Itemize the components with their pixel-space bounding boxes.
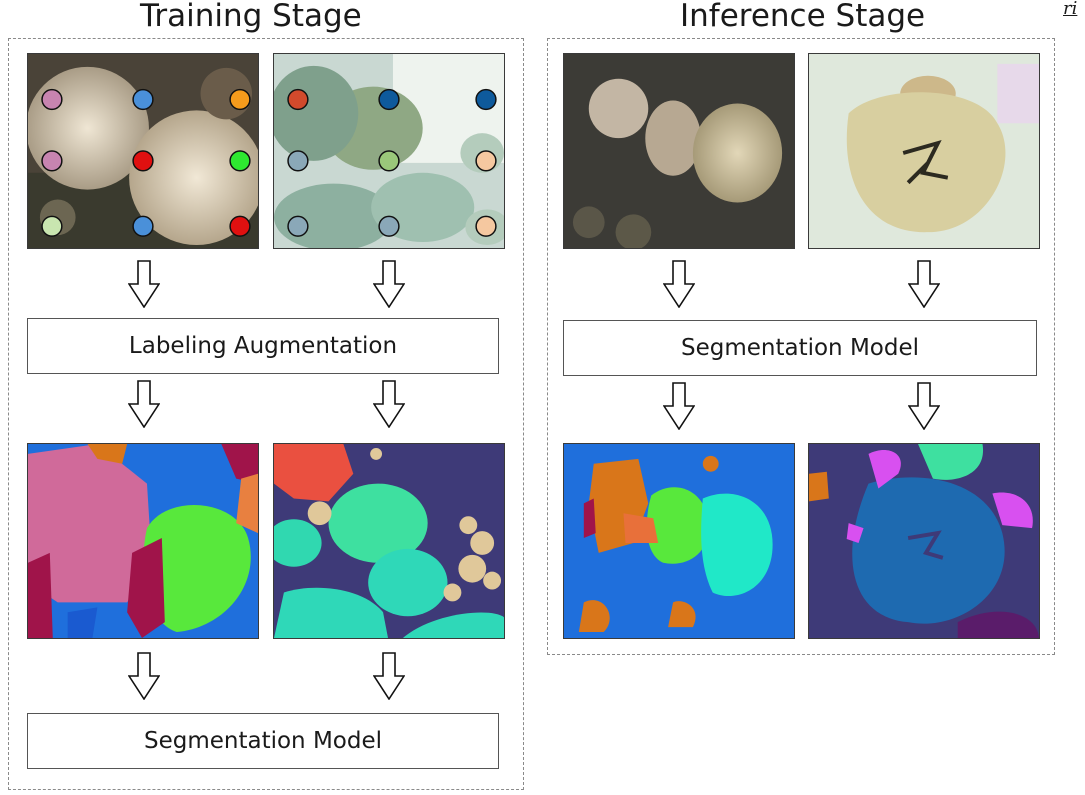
cropped-edge-text: ri (1063, 0, 1078, 19)
training-photo-2 (273, 53, 505, 249)
point-label-dot (287, 150, 309, 172)
point-label-dot (378, 215, 400, 237)
inference-mask-1 (563, 443, 795, 639)
inference-photo-1 (563, 53, 795, 249)
down-arrow-icon (663, 260, 695, 308)
labeling-augmentation-box: Labeling Augmentation (27, 318, 499, 374)
point-label-dot (41, 215, 63, 237)
down-arrow-icon (128, 652, 160, 700)
point-label-dot (229, 88, 251, 111)
point-label-dot (41, 88, 63, 111)
training-mask-2 (273, 443, 505, 639)
point-label-dot (475, 150, 497, 172)
training-segmentation-model-box: Segmentation Model (27, 713, 499, 769)
point-label-dot (287, 215, 309, 237)
inference-stage-frame (547, 38, 1055, 655)
down-arrow-icon (128, 380, 160, 428)
training-stage-title: Training Stage (140, 0, 362, 34)
point-label-dot (132, 215, 154, 237)
training-mask-1 (27, 443, 259, 639)
point-label-dot (132, 88, 154, 111)
down-arrow-icon (663, 382, 695, 430)
down-arrow-icon (908, 382, 940, 430)
point-label-dot (287, 88, 309, 111)
point-labels-1 (41, 88, 251, 237)
point-label-dot (132, 150, 154, 172)
down-arrow-icon (373, 260, 405, 308)
training-stage-frame (8, 38, 524, 790)
point-label-dot (475, 215, 497, 237)
down-arrow-icon (373, 652, 405, 700)
point-label-dot (378, 88, 400, 111)
point-label-dot (41, 150, 63, 172)
point-label-dot (229, 215, 251, 237)
training-photo-1 (27, 53, 259, 249)
inference-stage-title: Inference Stage (680, 0, 926, 34)
inference-mask-2 (808, 443, 1040, 639)
point-labels-2 (287, 88, 497, 237)
point-label-dot (475, 88, 497, 111)
point-label-dot (229, 150, 251, 172)
down-arrow-icon (373, 380, 405, 428)
down-arrow-icon (908, 260, 940, 308)
inference-photo-2 (808, 53, 1040, 249)
point-label-dot (378, 150, 400, 172)
inference-segmentation-model-box: Segmentation Model (563, 320, 1037, 376)
down-arrow-icon (128, 260, 160, 308)
